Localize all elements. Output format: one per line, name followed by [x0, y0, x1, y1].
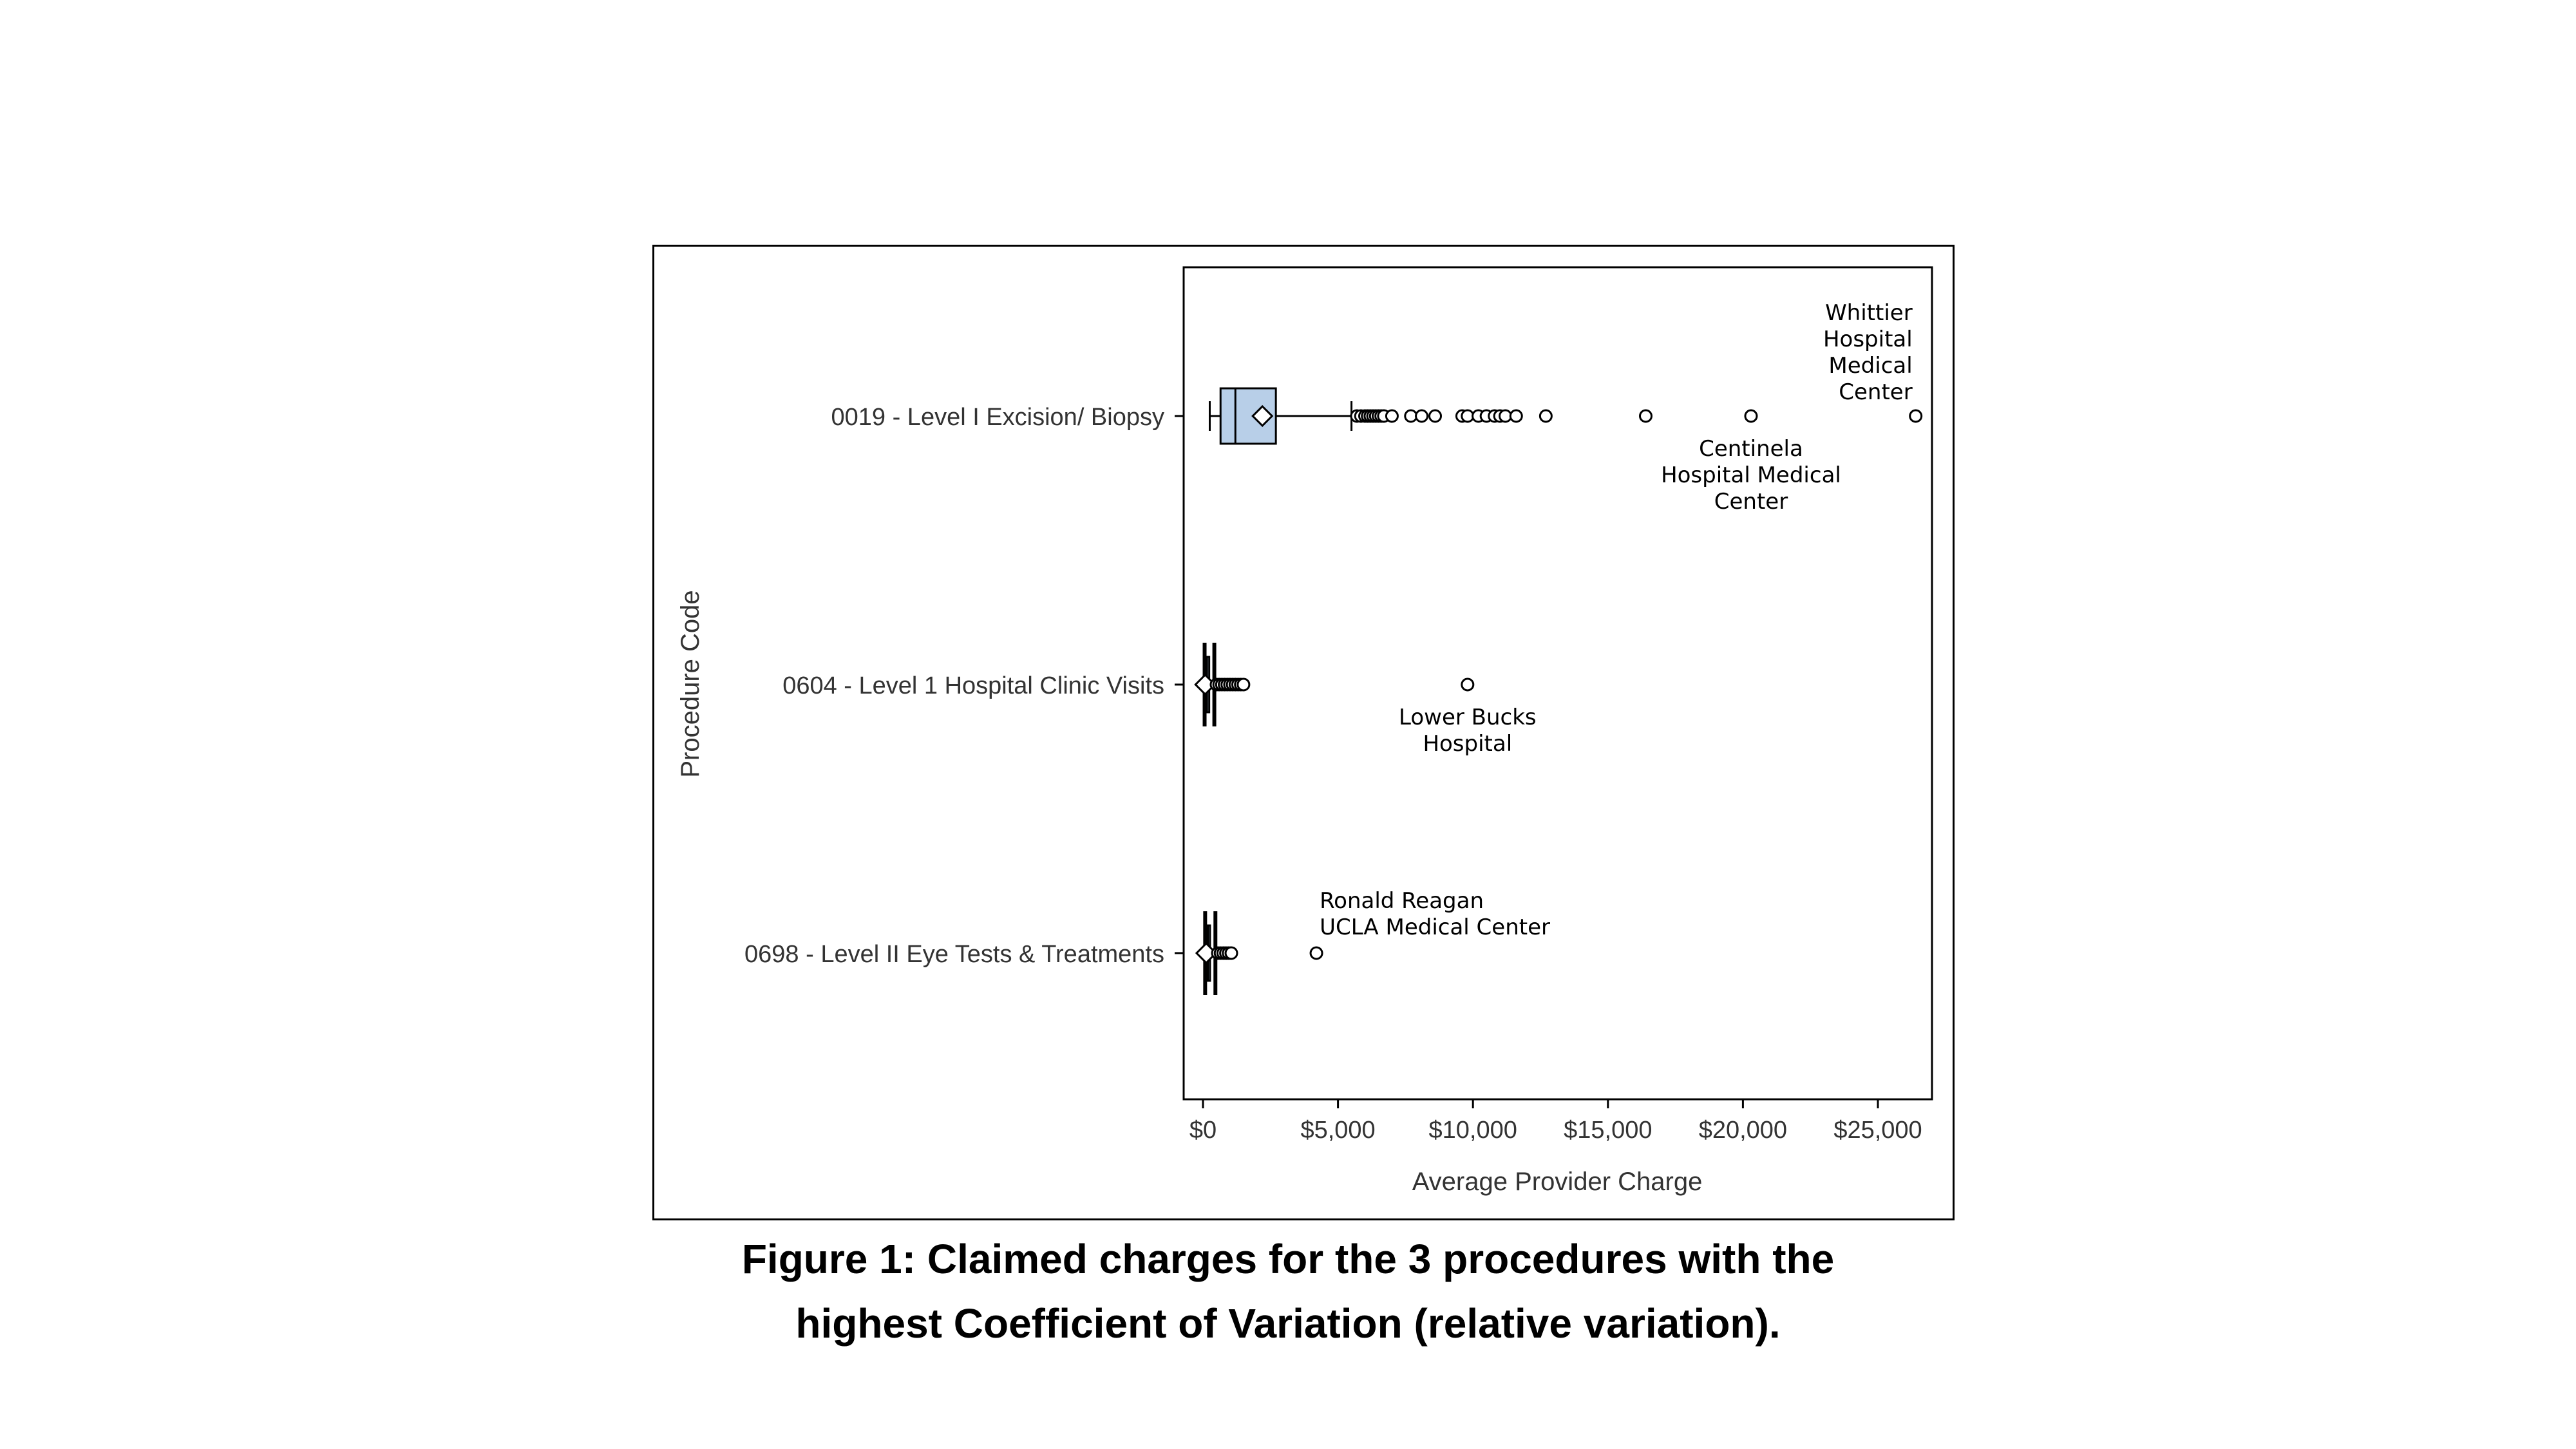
x-tick-label: $10,000: [1429, 1117, 1517, 1144]
outlier-annotation-line: Medical: [1828, 353, 1912, 379]
outlier-point: [1385, 409, 1399, 423]
caption-line-1: Figure 1: Claimed charges for the 3 proc…: [741, 1236, 1835, 1282]
outlier-point: [1461, 677, 1475, 692]
x-tick-label: $5,000: [1300, 1117, 1375, 1144]
outlier-point: [1224, 946, 1238, 960]
y-tick-label: 0019 - Level I Excision/ Biopsy: [831, 404, 1165, 431]
outlier-point: [1236, 677, 1251, 692]
outlier-annotation-line: Centinela: [1699, 436, 1803, 462]
y-tick-label: 0604 - Level 1 Hospital Clinic Visits: [782, 672, 1164, 699]
outlier-point: [1539, 409, 1553, 423]
outlier-point: [1428, 409, 1443, 423]
outlier-annotation-line: Whittier: [1825, 300, 1913, 326]
outlier-point: [1909, 409, 1923, 423]
outlier-point: [1638, 409, 1653, 423]
x-tick-label: $0: [1189, 1117, 1217, 1144]
figure-caption: Figure 1: Claimed charges for the 3 proc…: [0, 1227, 2576, 1356]
outlier-annotation-line: Center: [1839, 379, 1912, 405]
plot-area: [1182, 266, 1933, 1101]
mean-marker: [1251, 404, 1274, 428]
y-axis-title: Procedure Code: [676, 590, 705, 777]
outlier-annotation-line: Hospital: [1423, 731, 1512, 757]
outlier-point: [1309, 946, 1323, 960]
x-axis-title: Average Provider Charge: [1412, 1168, 1703, 1196]
outlier-point: [1509, 409, 1523, 423]
outlier-annotation-line: Ronald Reagan: [1320, 888, 1484, 914]
y-tick-label: 0698 - Level II Eye Tests & Treatments: [744, 941, 1164, 968]
caption-line-2: highest Coefficient of Variation (relati…: [795, 1300, 1781, 1347]
outlier-annotation-line: Hospital: [1823, 327, 1913, 352]
outlier-point: [1744, 409, 1758, 423]
x-tick-label: $20,000: [1699, 1117, 1787, 1144]
outlier-point: [1415, 409, 1429, 423]
x-tick-label: $25,000: [1833, 1117, 1922, 1144]
x-tick-label: $15,000: [1564, 1117, 1652, 1144]
outlier-annotation-line: UCLA Medical Center: [1320, 914, 1550, 940]
outlier-annotation-line: Center: [1714, 489, 1788, 515]
outlier-annotation-line: Hospital Medical: [1661, 462, 1841, 488]
outlier-annotation-line: Lower Bucks: [1399, 705, 1537, 730]
